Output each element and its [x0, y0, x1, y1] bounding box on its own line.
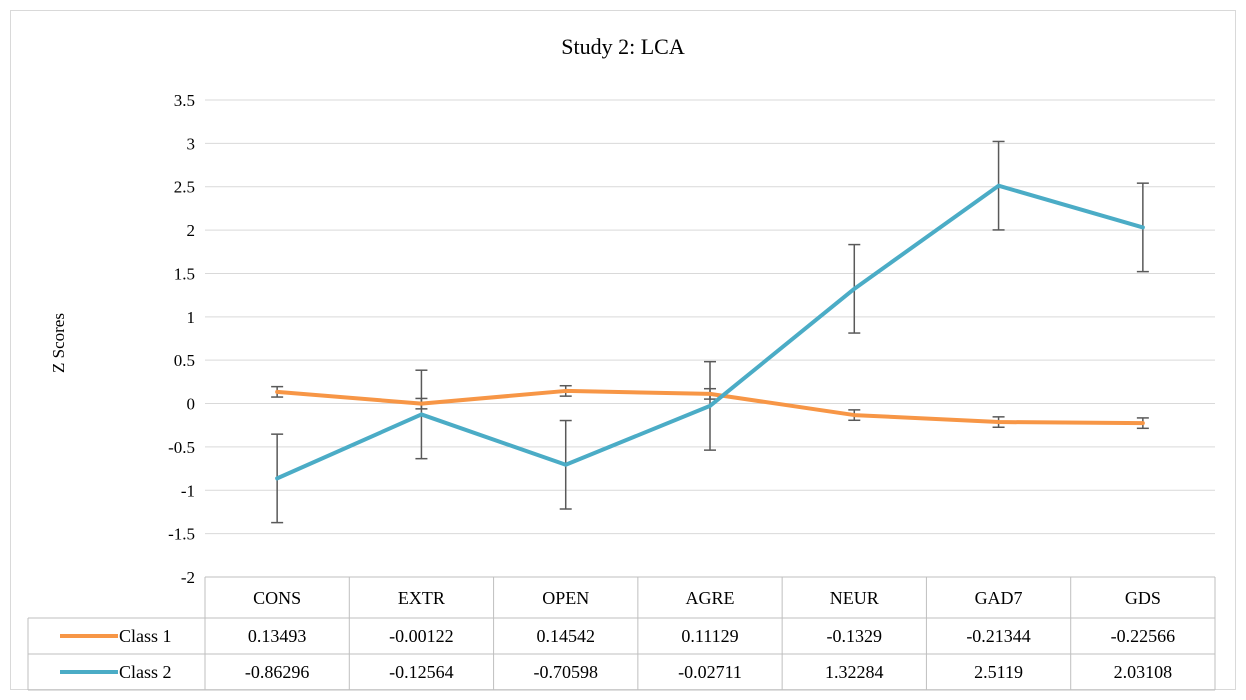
data-label: 0.14542 — [536, 626, 595, 646]
y-tick-label: 3.5 — [174, 91, 195, 110]
y-axis-label: Z Scores — [49, 313, 68, 373]
x-tick-label: GAD7 — [975, 588, 1023, 608]
x-tick-label: AGRE — [686, 588, 735, 608]
x-tick-label: NEUR — [830, 588, 879, 608]
y-tick-label: 0.5 — [174, 351, 195, 370]
data-label: -0.1329 — [827, 626, 883, 646]
data-label: 2.5119 — [974, 662, 1023, 682]
x-tick-label: CONS — [253, 588, 301, 608]
y-tick-label: -2 — [181, 568, 195, 587]
y-tick-label: 1.5 — [174, 264, 195, 283]
y-tick-label: -1 — [181, 481, 195, 500]
data-label: 2.03108 — [1114, 662, 1173, 682]
data-label: -0.22566 — [1111, 626, 1176, 646]
data-label: -0.00122 — [389, 626, 454, 646]
data-label: 0.13493 — [248, 626, 307, 646]
x-tick-label: GDS — [1125, 588, 1161, 608]
data-label: -0.12564 — [389, 662, 454, 682]
y-tick-label: 3 — [187, 134, 196, 153]
y-tick-label: -0.5 — [168, 438, 195, 457]
data-label: -0.70598 — [533, 662, 598, 682]
data-label: -0.02711 — [678, 662, 742, 682]
data-label: -0.21344 — [966, 626, 1031, 646]
y-tick-label: 1 — [187, 308, 196, 327]
data-label: 1.32284 — [825, 662, 884, 682]
y-tick-label: 2 — [187, 221, 196, 240]
legend-label: Class 2 — [119, 662, 172, 682]
legend-label: Class 1 — [119, 626, 172, 646]
x-tick-label: OPEN — [542, 588, 589, 608]
y-tick-label: -1.5 — [168, 525, 195, 544]
y-tick-label: 2.5 — [174, 178, 195, 197]
chart-title: Study 2: LCA — [561, 34, 685, 59]
x-tick-label: EXTR — [398, 588, 445, 608]
data-label: -0.86296 — [245, 662, 310, 682]
y-tick-label: 0 — [187, 395, 196, 414]
data-label: 0.11129 — [681, 626, 738, 646]
